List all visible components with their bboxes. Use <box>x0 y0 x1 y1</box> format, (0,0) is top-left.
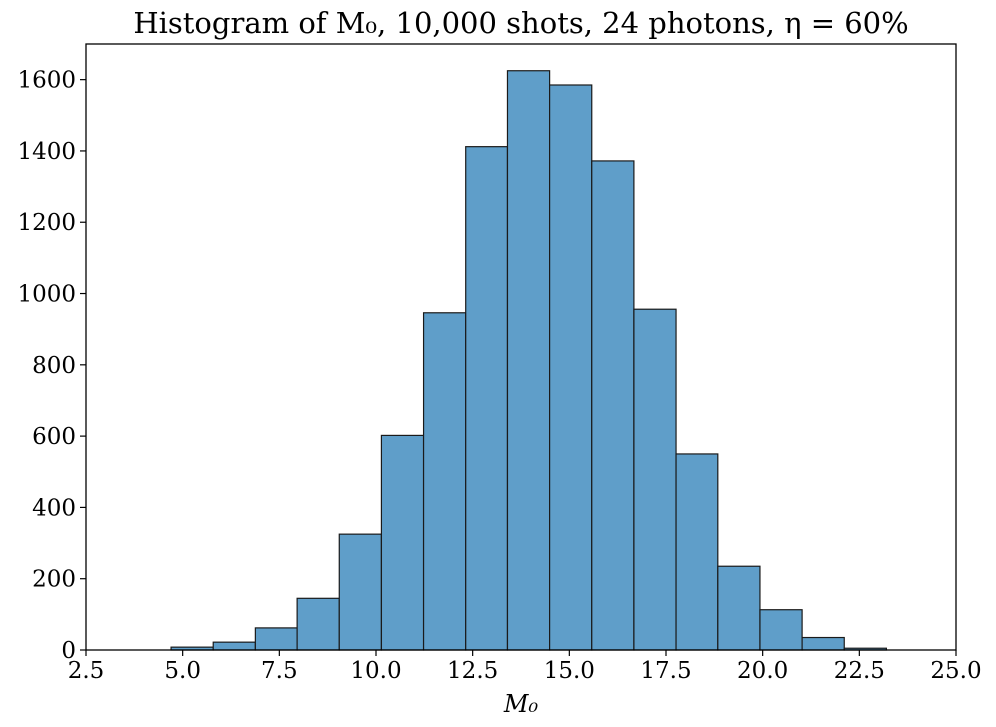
chart-title: Histogram of M₀, 10,000 shots, 24 photon… <box>133 6 908 40</box>
histogram-bar <box>717 565 761 651</box>
y-tick-label: 600 <box>32 424 76 450</box>
y-axis-ticks: 0 200 400 600 800 1000 1200 1400 1600 <box>17 68 86 664</box>
histogram-bar <box>675 453 719 651</box>
y-tick-label: 1200 <box>17 210 76 236</box>
y-tick-label: 1400 <box>17 139 76 165</box>
histogram-bar <box>633 308 677 651</box>
histogram-bar <box>506 70 551 651</box>
x-tick-label: 2.5 <box>68 658 105 684</box>
x-tick-label: 25.0 <box>930 658 981 684</box>
x-tick-label: 22.5 <box>834 658 885 684</box>
x-axis-ticks: 2.5 5.0 7.5 10.0 12.5 15.0 17.5 20.0 22.5 25.0 <box>68 650 982 684</box>
histogram-bar <box>801 636 845 651</box>
histogram-bar <box>422 312 467 651</box>
histogram-bar <box>254 627 298 651</box>
x-tick-label: 5.0 <box>164 658 201 684</box>
x-axis-label: M₀ <box>503 690 539 718</box>
x-tick-label: 10.0 <box>350 658 401 684</box>
y-tick-label: 1600 <box>17 68 76 94</box>
histogram-bar <box>465 146 509 651</box>
y-tick-label: 800 <box>32 353 76 379</box>
y-tick-label: 200 <box>32 567 76 593</box>
x-tick-label: 7.5 <box>261 658 298 684</box>
histogram-bar <box>591 160 635 651</box>
plot-frame <box>85 43 957 651</box>
y-tick-label: 1000 <box>17 282 76 308</box>
histogram-bar <box>212 641 256 651</box>
y-tick-label: 0 <box>61 638 76 664</box>
histogram-bar <box>296 597 340 651</box>
bars-group <box>170 70 888 651</box>
histogram-bar <box>338 533 383 651</box>
x-tick-label: 17.5 <box>640 658 691 684</box>
histogram-bar <box>549 84 593 651</box>
histogram-bar <box>380 434 425 651</box>
x-tick-label: 15.0 <box>544 658 595 684</box>
histogram-bar <box>759 609 803 651</box>
x-tick-label: 12.5 <box>447 658 498 684</box>
x-tick-label: 20.0 <box>737 658 788 684</box>
y-tick-label: 400 <box>32 495 76 521</box>
